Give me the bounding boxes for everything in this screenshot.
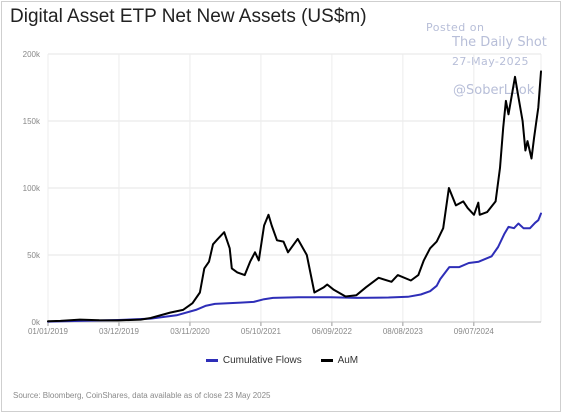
legend-swatch-cumulative-flows — [205, 359, 218, 362]
y-tick-label: 150k — [23, 117, 41, 126]
legend-item-aum: AuM — [320, 355, 359, 366]
x-tick-label: 06/09/2022 — [312, 327, 353, 336]
source-note: Source: Bloomberg, CoinShares, data avai… — [13, 391, 271, 400]
x-tick-label: 03/11/2020 — [170, 327, 210, 336]
chart-legend: Cumulative Flows AuM — [0, 354, 564, 366]
legend-item-cumulative-flows: Cumulative Flows — [205, 355, 302, 366]
x-tick-label: 08/08/2023 — [383, 327, 424, 336]
legend-swatch-aum — [320, 359, 333, 362]
x-tick-label: 09/07/2024 — [454, 327, 495, 336]
series-line-cumulative-flows — [47, 212, 542, 323]
series-line-aum — [47, 70, 542, 323]
chart-title: Digital Asset ETP Net New Assets (US$m) — [10, 6, 367, 27]
x-tick-label: 01/01/2019 — [28, 327, 69, 336]
y-tick-label: 100k — [23, 184, 41, 193]
legend-label-aum: AuM — [337, 355, 359, 366]
y-tick-label: 200k — [23, 50, 41, 59]
watermark-posted-on: Posted on — [426, 21, 485, 34]
y-tick-label: 0k — [32, 318, 41, 327]
legend-label-cumulative-flows: Cumulative Flows — [222, 355, 302, 366]
x-tick-label: 03/12/2019 — [99, 327, 140, 336]
watermark-date: 27-May-2025 — [452, 55, 529, 68]
x-tick-label: 05/10/2021 — [241, 327, 282, 336]
watermark-publisher: The Daily Shot — [452, 35, 547, 50]
y-tick-label: 50k — [27, 251, 41, 260]
